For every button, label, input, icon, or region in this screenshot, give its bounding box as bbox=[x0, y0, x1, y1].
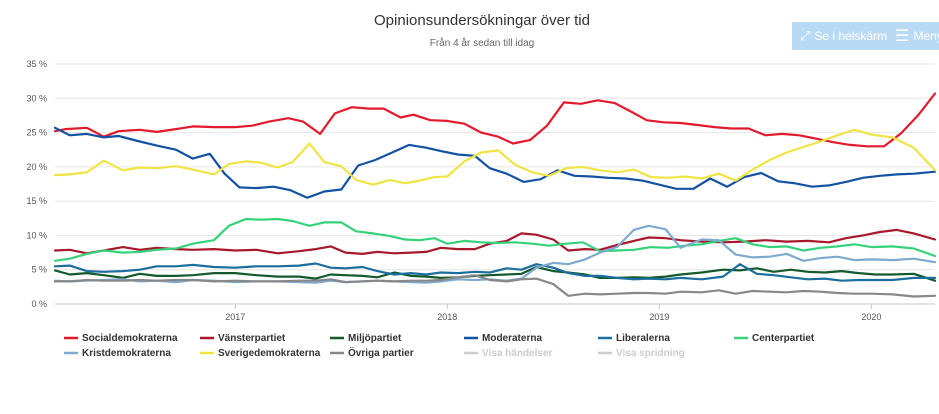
series-line-0[interactable] bbox=[53, 92, 937, 148]
series-line-8[interactable] bbox=[53, 274, 937, 298]
series-line-2[interactable] bbox=[53, 265, 937, 282]
x-axis: 2017 2018 2019 2020 bbox=[225, 304, 881, 322]
grid-lines bbox=[55, 63, 935, 305]
y-tick-label: 15 % bbox=[26, 196, 47, 206]
legend-item[interactable]: Visa händelser bbox=[464, 348, 553, 359]
y-tick-label: 35 % bbox=[26, 59, 47, 69]
legend-label: Miljöpartiet bbox=[348, 333, 402, 344]
expand-icon: ⤢ bbox=[800, 28, 811, 43]
legend-label: Sverigedemokraterna bbox=[218, 348, 321, 359]
x-tick-label: 2017 bbox=[225, 312, 245, 322]
legend-item[interactable]: Moderaterna bbox=[464, 333, 542, 344]
series-lines bbox=[53, 92, 937, 298]
legend-label: Vänsterpartiet bbox=[218, 333, 286, 344]
y-tick-label: 25 % bbox=[26, 128, 47, 138]
legend-label: Övriga partier bbox=[348, 346, 414, 359]
legend-label: Socialdemokraterna bbox=[82, 333, 178, 344]
y-tick-label: 30 % bbox=[26, 93, 47, 103]
chart-title: Opinionsundersökningar över tid bbox=[374, 12, 590, 29]
legend-label: Visa händelser bbox=[482, 348, 553, 359]
series-line-7[interactable] bbox=[53, 128, 937, 186]
chart-subtitle: Från 4 år sedan till idag bbox=[430, 37, 535, 49]
legend-item[interactable]: Liberalerna bbox=[598, 333, 670, 344]
legend-item[interactable]: Övriga partier bbox=[330, 346, 414, 359]
legend-item[interactable]: Socialdemokraterna bbox=[64, 333, 178, 344]
legend-item[interactable]: Sverigedemokraterna bbox=[200, 348, 321, 359]
x-tick-label: 2020 bbox=[861, 312, 881, 322]
x-tick-label: 2018 bbox=[437, 312, 457, 322]
legend-item[interactable]: Vänsterpartiet bbox=[200, 333, 286, 344]
menu-label[interactable]: Meny bbox=[913, 29, 939, 43]
legend-label: Liberalerna bbox=[616, 333, 670, 344]
legend-label: Kristdemokraterna bbox=[82, 348, 171, 359]
series-line-3[interactable] bbox=[53, 126, 937, 199]
legend-item[interactable]: Centerpartiet bbox=[734, 333, 815, 344]
legend: Socialdemokraterna Vänsterpartiet Miljöpar… bbox=[64, 333, 815, 359]
y-tick-label: 20 % bbox=[26, 162, 47, 172]
hamburger-menu-icon[interactable]: ☰ bbox=[895, 28, 910, 45]
legend-label: Moderaterna bbox=[482, 333, 542, 344]
y-tick-label: 10 % bbox=[26, 230, 47, 240]
y-tick-label: 5 % bbox=[31, 265, 47, 275]
y-tick-label: 0 % bbox=[31, 299, 47, 309]
x-tick-label: 2019 bbox=[649, 312, 669, 322]
series-line-4[interactable] bbox=[53, 262, 937, 282]
fullscreen-button[interactable]: ⤢ Se i helskärm ☰ Meny bbox=[792, 22, 939, 50]
legend-label: Visa spridning bbox=[616, 348, 685, 359]
legend-label: Centerpartiet bbox=[752, 333, 815, 344]
legend-item[interactable]: Miljöpartiet bbox=[330, 333, 402, 344]
series-line-5[interactable] bbox=[53, 217, 937, 262]
legend-item[interactable]: Kristdemokraterna bbox=[64, 348, 171, 359]
y-axis: 0 % 5 % 10 % 15 % 20 % 25 % 30 % 35 % bbox=[26, 59, 47, 309]
fullscreen-label: Se i helskärm bbox=[814, 29, 888, 43]
legend-item[interactable]: Visa spridning bbox=[598, 348, 685, 359]
